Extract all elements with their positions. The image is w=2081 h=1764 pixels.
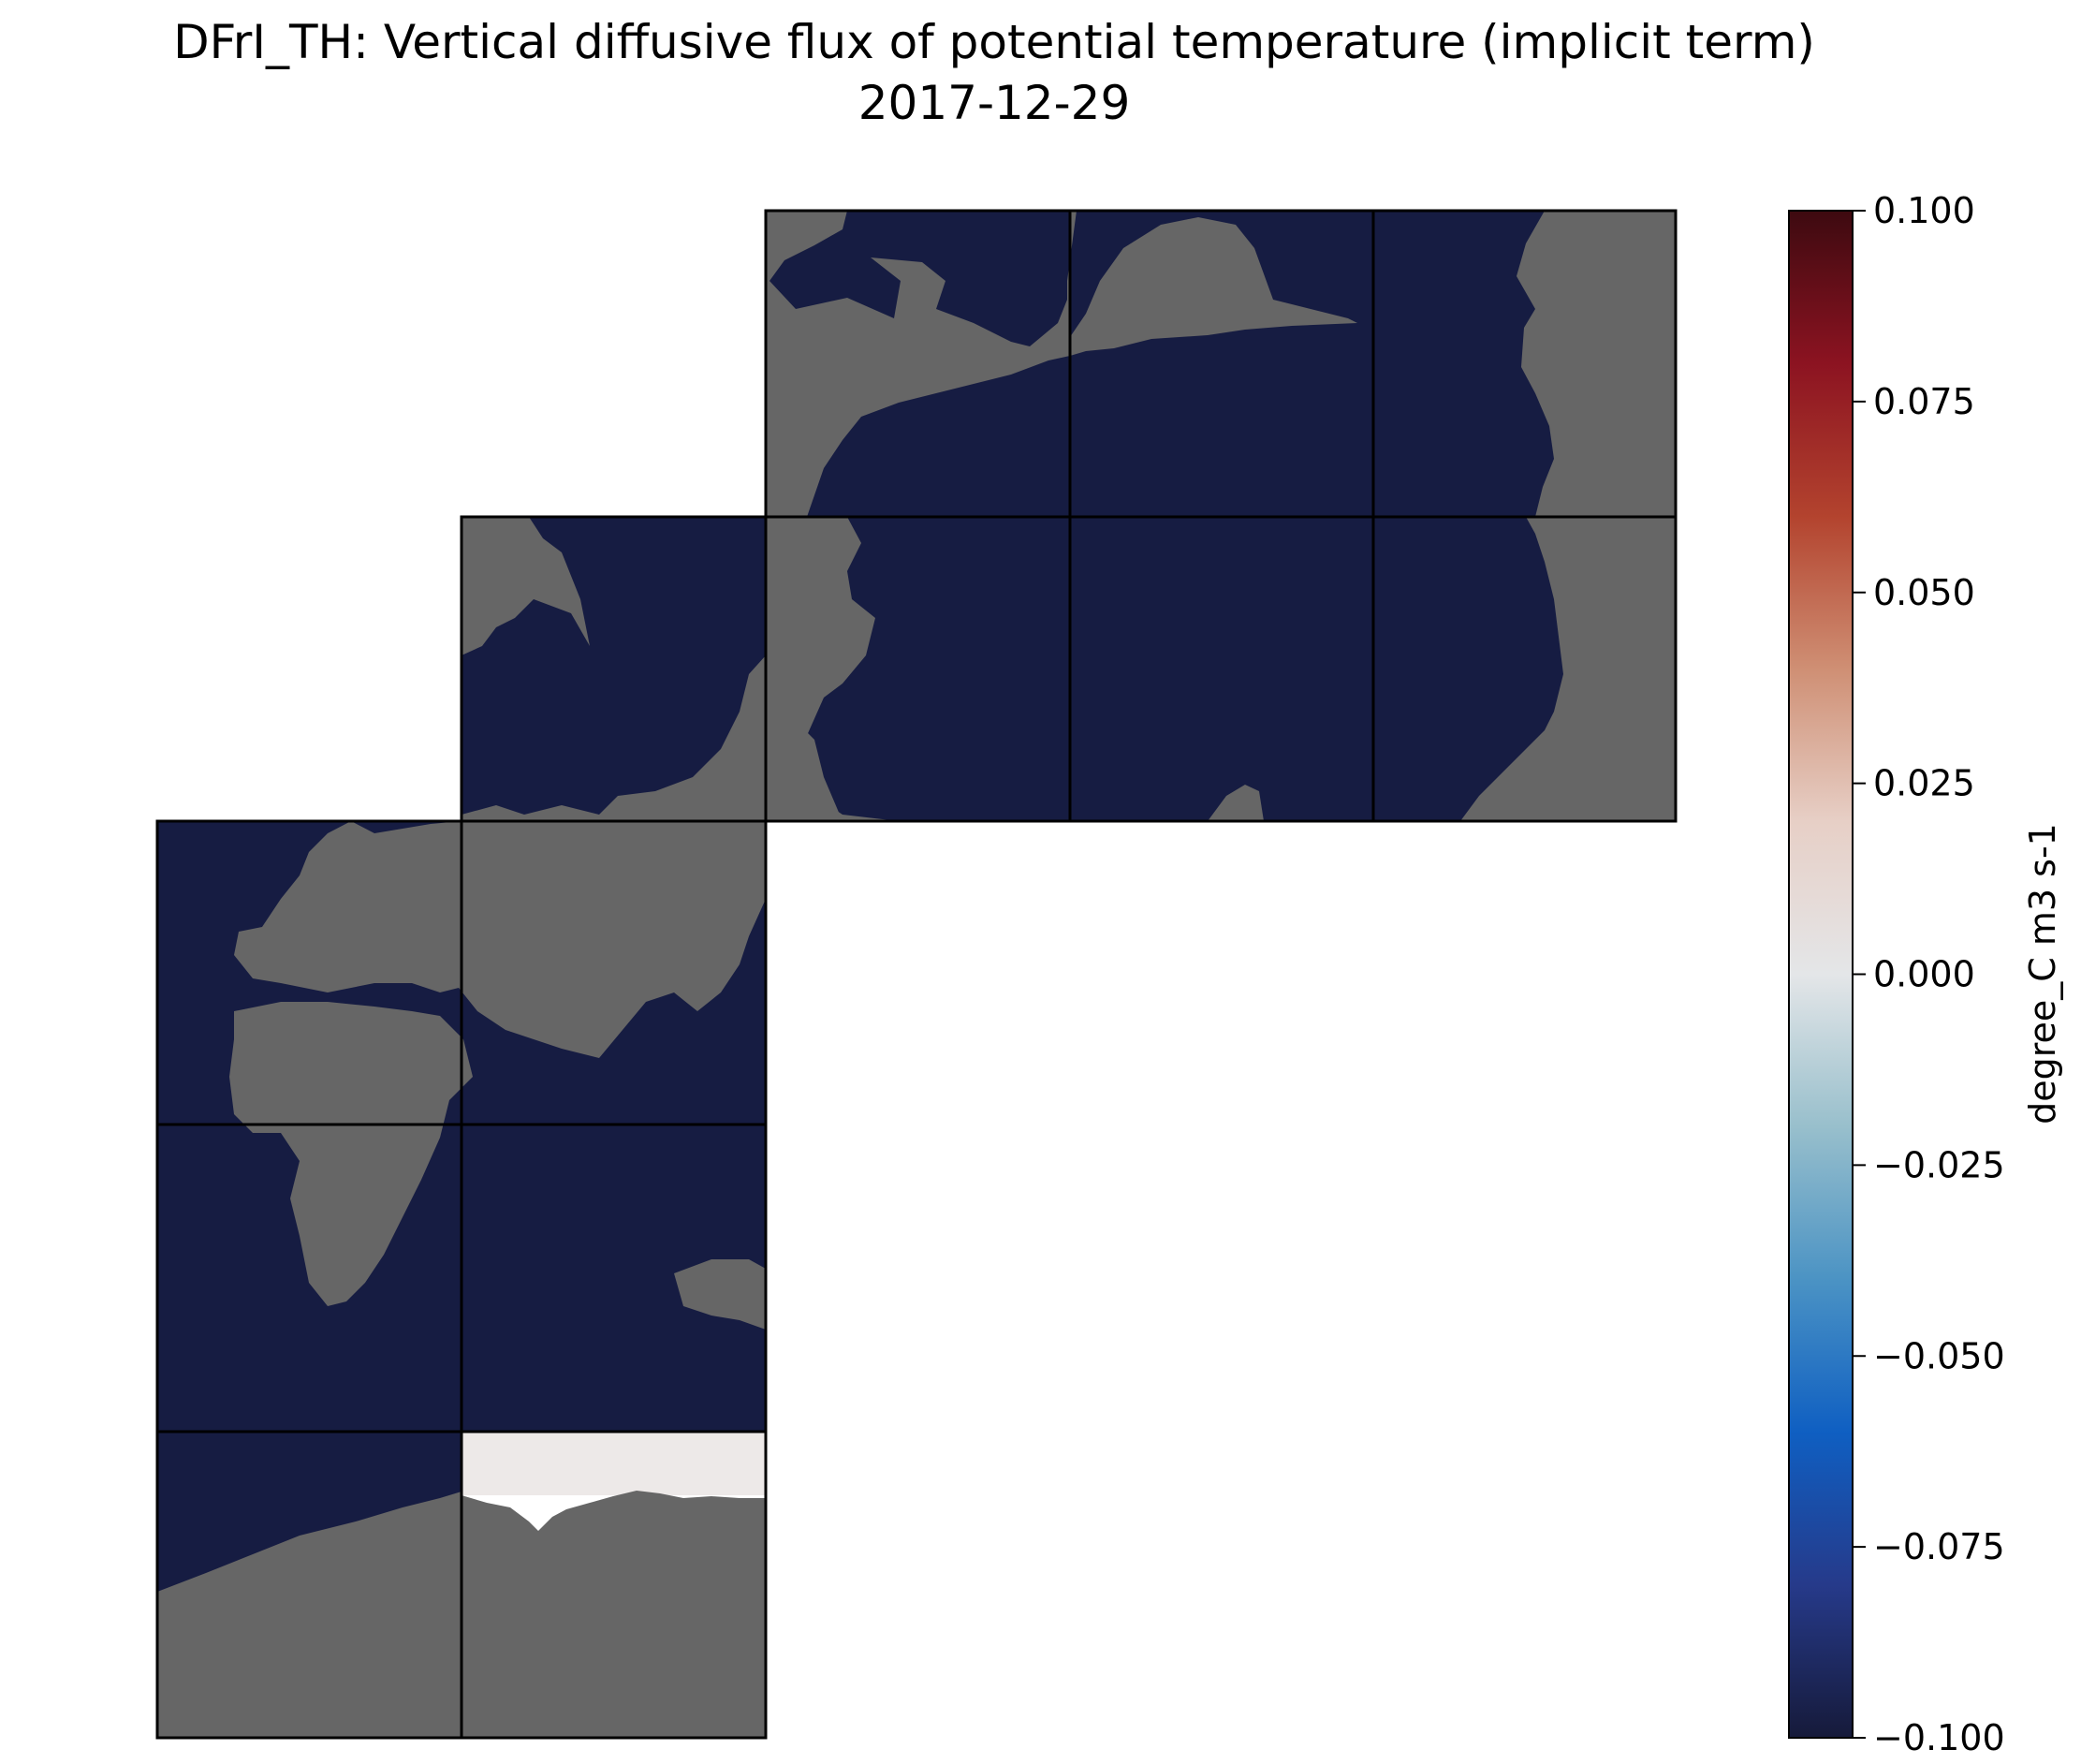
land-top-left <box>766 211 1077 517</box>
land-top-right <box>1517 211 1676 517</box>
land-africa <box>229 1002 473 1306</box>
land-middle-right <box>1460 517 1676 821</box>
land-eurasia <box>234 821 766 1058</box>
near-zero-strip <box>462 1432 766 1495</box>
colorbar-tick-label: 0.025 <box>1873 763 1975 804</box>
colorbar-tick-label: 0.000 <box>1873 954 1975 995</box>
land-middle-left-2 <box>462 517 766 821</box>
colorbar-tick-label: 0.100 <box>1873 190 1975 231</box>
colorbar-label: degree_C m3 s-1 <box>2022 823 2063 1125</box>
land-australia <box>674 1259 766 1330</box>
colorbar: 0.100 0.075 0.050 0.025 0.000 −0.025 −0.050 −0.… <box>1788 190 2063 1758</box>
land-middle-australia-edge <box>782 712 843 821</box>
figure-title-line2: 2017-12-29 <box>858 76 1131 130</box>
land-antarctica-left <box>157 1492 462 1738</box>
land-middle-left <box>462 517 590 655</box>
face-grid-lines <box>155 209 1678 1740</box>
land-south-island <box>1208 785 1264 821</box>
colorbar-tick-label: −0.100 <box>1873 1717 2005 1758</box>
colorbar-ticks: 0.100 0.075 0.050 0.025 0.000 −0.025 −0.050 −0.… <box>1853 190 2005 1758</box>
land-masses <box>157 211 1676 1738</box>
colorbar-tick-label: 0.075 <box>1873 381 1975 422</box>
colorbar-gradient <box>1788 210 1854 1739</box>
colorbar-tick-label: −0.050 <box>1873 1335 2005 1376</box>
figure-title-line1: DFrI_TH: Vertical diffusive flux of pote… <box>173 15 1815 69</box>
colorbar-tick-label: 0.050 <box>1873 572 1975 613</box>
land-antarctica-right <box>462 1491 766 1738</box>
map-panel <box>155 209 1678 1740</box>
colorbar-tick-label: −0.075 <box>1873 1526 2005 1567</box>
land-top-middle <box>1070 217 1357 356</box>
colorbar-tick-label: −0.025 <box>1873 1144 2005 1185</box>
